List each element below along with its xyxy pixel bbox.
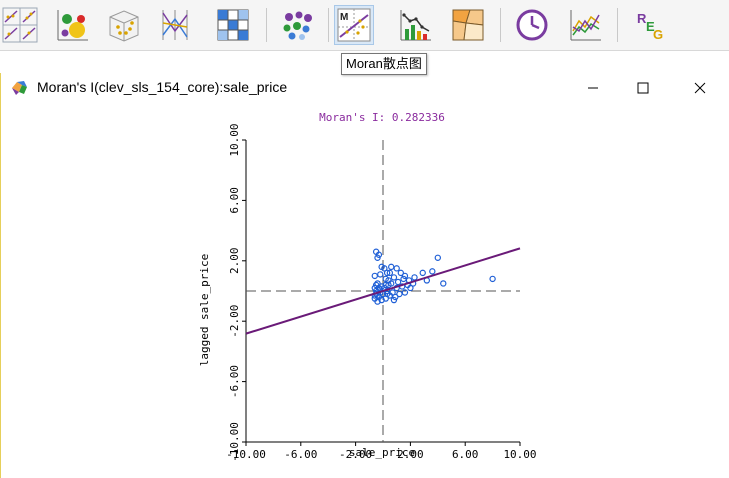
window-title: Moran's I(clev_sls_154_core):sale_price bbox=[37, 79, 288, 95]
y-tick-label: 10.00 bbox=[228, 123, 241, 156]
regression-icon: R E G bbox=[637, 11, 663, 42]
maximize-icon bbox=[637, 82, 649, 94]
minimize-icon bbox=[588, 87, 598, 89]
bubble-chart-button[interactable] bbox=[53, 5, 93, 45]
data-point[interactable] bbox=[390, 296, 398, 304]
scatter-matrix-icon bbox=[2, 7, 38, 43]
svg-text:R: R bbox=[637, 11, 647, 26]
data-point[interactable] bbox=[377, 271, 384, 278]
toolbar: M bbox=[0, 0, 729, 51]
moran-scatter-plot[interactable]: Moran's I: 0.282336 -10.00 -6.00 -2.00 2.00… bbox=[1, 103, 729, 478]
data-point[interactable] bbox=[407, 284, 414, 292]
close-icon bbox=[694, 82, 706, 94]
cluster-map-button[interactable] bbox=[277, 5, 317, 45]
x-tick-label: -10.00 bbox=[226, 448, 266, 461]
moran-window: Moran's I(clev_sls_154_core):sale_price … bbox=[0, 73, 729, 478]
data-point[interactable] bbox=[401, 272, 409, 280]
parallel-coordinates-button[interactable] bbox=[155, 5, 195, 45]
svg-text:G: G bbox=[653, 27, 663, 42]
data-point[interactable] bbox=[411, 274, 418, 281]
data-point[interactable] bbox=[386, 269, 394, 277]
y-tick-label: 2.00 bbox=[228, 248, 241, 274]
data-point[interactable] bbox=[389, 289, 396, 296]
parallel-coordinates-icon bbox=[162, 10, 188, 40]
x-tick-label: 10.00 bbox=[503, 448, 536, 461]
maximize-button[interactable] bbox=[620, 73, 666, 103]
data-point[interactable] bbox=[375, 251, 383, 258]
lisa-correlogram-icon bbox=[400, 10, 431, 41]
y-axis-label: lagged sale_price bbox=[198, 254, 211, 367]
data-point[interactable] bbox=[385, 277, 392, 284]
y-tick-label: -6.00 bbox=[228, 365, 241, 398]
data-point[interactable] bbox=[374, 298, 381, 305]
moran-scatter-icon: M bbox=[337, 8, 371, 42]
data-point[interactable] bbox=[371, 284, 378, 292]
toolbar-separator bbox=[500, 8, 501, 42]
x-tick-label: -2.00 bbox=[339, 448, 372, 461]
x-axis-label: sale_price bbox=[349, 446, 415, 459]
scatter-matrix-button[interactable] bbox=[0, 5, 40, 45]
toolbar-tooltip: Moran散点图 bbox=[341, 53, 427, 75]
svg-text:M: M bbox=[340, 12, 348, 23]
moran-scatter-button[interactable]: M bbox=[334, 5, 374, 45]
data-point[interactable] bbox=[394, 278, 402, 286]
line-chart-icon bbox=[570, 10, 601, 41]
data-point[interactable] bbox=[429, 268, 436, 275]
x-tick-label: 2.00 bbox=[397, 448, 424, 461]
data-point[interactable] bbox=[372, 281, 380, 289]
cluster-map-icon bbox=[283, 11, 312, 40]
x-tick-label: -6.00 bbox=[284, 448, 317, 461]
data-point[interactable] bbox=[392, 293, 399, 301]
data-point[interactable] bbox=[378, 263, 385, 271]
data-point[interactable] bbox=[383, 269, 391, 277]
conditional-plot-button[interactable] bbox=[213, 5, 253, 45]
y-tick-label: 6.00 bbox=[228, 187, 241, 214]
data-point[interactable] bbox=[383, 290, 391, 298]
time-clock-button[interactable] bbox=[512, 5, 552, 45]
chart-title: Moran's I: 0.282336 bbox=[319, 111, 445, 124]
window-titlebar[interactable]: Moran's I(clev_sls_154_core):sale_price bbox=[1, 73, 729, 103]
svg-text:E: E bbox=[646, 19, 655, 34]
minimize-button[interactable] bbox=[570, 73, 616, 103]
close-button[interactable] bbox=[677, 73, 723, 103]
data-point[interactable] bbox=[371, 272, 378, 280]
3d-scatter-button[interactable] bbox=[104, 5, 144, 45]
time-clock-icon bbox=[516, 9, 548, 41]
regression-button[interactable]: R E G bbox=[629, 5, 669, 45]
data-point[interactable] bbox=[400, 275, 407, 283]
bubble-chart-icon bbox=[57, 10, 88, 41]
toolbar-separator bbox=[328, 8, 329, 42]
data-point[interactable] bbox=[401, 289, 409, 296]
y-tick-label: -2.00 bbox=[228, 305, 241, 338]
toolbar-separator bbox=[617, 8, 618, 42]
regression-line bbox=[245, 247, 521, 335]
lisa-correlogram-button[interactable] bbox=[396, 5, 436, 45]
y-tick-label: -10.00 bbox=[228, 422, 241, 462]
data-point[interactable] bbox=[440, 280, 447, 287]
data-point[interactable] bbox=[382, 281, 389, 289]
points-layer bbox=[371, 248, 496, 305]
data-point[interactable] bbox=[393, 265, 400, 272]
line-chart-button[interactable] bbox=[566, 5, 606, 45]
geoda-app-icon bbox=[12, 81, 27, 95]
data-point[interactable] bbox=[374, 254, 381, 261]
data-point[interactable] bbox=[489, 275, 496, 283]
data-point[interactable] bbox=[397, 269, 405, 277]
data-point[interactable] bbox=[396, 290, 403, 298]
toolbar-separator bbox=[266, 8, 267, 42]
data-point[interactable] bbox=[434, 254, 441, 261]
3d-scatter-icon bbox=[109, 10, 139, 42]
x-tick-label: 6.00 bbox=[452, 448, 479, 461]
data-point[interactable] bbox=[419, 269, 426, 277]
data-point[interactable] bbox=[390, 274, 398, 281]
data-point[interactable] bbox=[388, 263, 395, 271]
conditional-plot-icon bbox=[217, 9, 249, 41]
cartogram-button[interactable] bbox=[448, 5, 488, 45]
cartogram-icon bbox=[452, 9, 484, 41]
